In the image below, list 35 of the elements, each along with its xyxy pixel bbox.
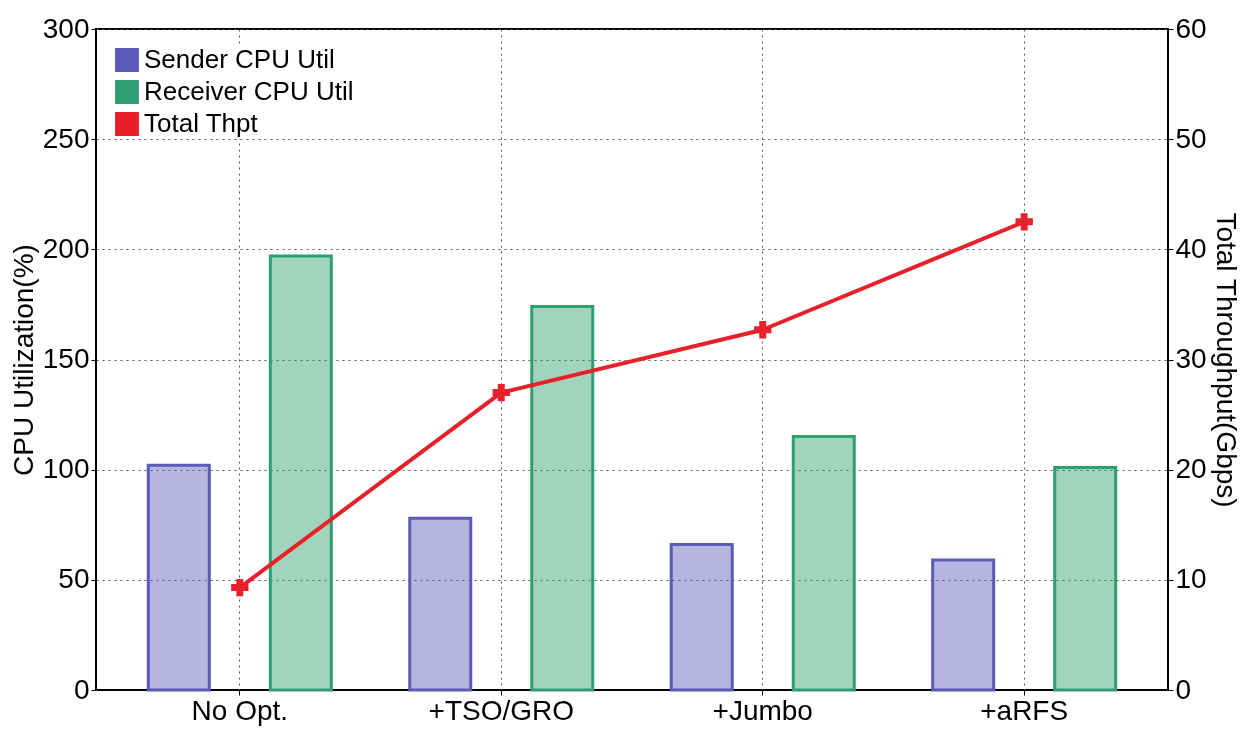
y2-axis-title: Total Throughput(Gbps) [1210, 212, 1242, 508]
point [231, 578, 249, 597]
bar [669, 543, 734, 692]
y2-tick-label: 50 [1175, 122, 1207, 154]
bar [791, 435, 856, 692]
bar [408, 516, 473, 692]
y-tick-label: 150 [42, 343, 90, 374]
y2-tick-label: 20 [1175, 453, 1207, 485]
y-tick-label: 100 [42, 453, 90, 485]
legend-label: Total Thpt [144, 108, 259, 138]
y-tick-label: 200 [42, 232, 90, 264]
y2-tick-label: 0 [1175, 673, 1192, 705]
x-tick-label: +aRFS [980, 694, 1069, 726]
point [492, 383, 510, 402]
point [1015, 213, 1033, 231]
y-tick-label: 0 [73, 673, 90, 705]
legend-label: Sender CPU Util [144, 44, 335, 74]
point [754, 321, 772, 339]
x-tick-label: No Opt. [191, 694, 289, 726]
bar [268, 254, 333, 692]
bar [146, 463, 211, 692]
bar [530, 305, 595, 692]
y2-tick-label: 60 [1175, 12, 1207, 44]
bar [931, 558, 996, 692]
y2-tick-label: 10 [1175, 563, 1207, 595]
y-tick-label: 300 [42, 12, 90, 44]
legend-label: Receiver CPU Util [144, 76, 354, 106]
y-tick-label: 50 [58, 563, 90, 595]
y-axis-title: CPU Utilization(%) [7, 244, 39, 476]
y2-tick-label: 30 [1175, 343, 1207, 374]
x-tick-label: +Jumbo [712, 694, 813, 726]
y-tick-label: 250 [42, 122, 90, 154]
x-tick-label: +TSO/GRO [428, 694, 574, 726]
y2-tick-label: 40 [1175, 232, 1207, 264]
bar [1053, 465, 1118, 692]
